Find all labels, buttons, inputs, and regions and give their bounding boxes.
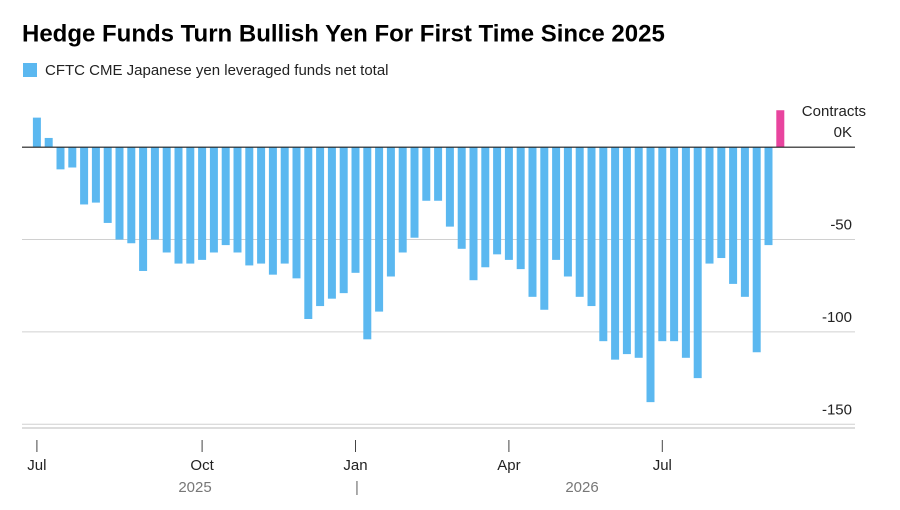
bar [516,147,525,270]
bar [410,147,419,238]
bar [658,147,667,342]
bar [504,147,513,260]
bar [257,147,266,264]
x-tick-label: Oct [190,457,214,474]
bar [32,117,41,148]
bar [705,147,714,264]
bar [540,147,549,310]
legend-swatch [23,63,37,77]
bar [563,147,572,277]
bar [304,147,313,319]
bar [776,110,785,148]
bar [316,147,325,307]
x-tick-label: Jul [653,457,672,474]
bar [398,147,407,253]
bar [469,147,478,281]
bar [693,147,702,379]
bar [174,147,183,264]
bar [445,147,454,227]
bar [599,147,608,342]
bar [386,147,395,277]
y-tick-label: -100 [822,309,852,326]
bar [221,147,230,246]
bar [764,147,773,246]
x-tick-label: Jan [343,457,367,474]
bar [717,147,726,259]
bar [91,147,100,203]
bar [292,147,301,279]
bar [127,147,136,244]
chart-title: Hedge Funds Turn Bullish Yen For First T… [22,20,665,47]
bar [611,147,620,360]
bar [493,147,502,255]
bar [552,147,561,260]
y-tick-label: -150 [822,401,852,418]
bar [646,147,655,403]
x-tick-label: Apr [497,457,520,474]
bar [752,147,761,353]
bar [150,147,159,240]
x-group-label: 2026 [565,479,598,496]
x-group-label: | [355,479,359,496]
bar [245,147,254,266]
x-group-label: 2025 [178,479,211,496]
bar [268,147,277,275]
bar [233,147,242,253]
bar [670,147,679,342]
legend-label: CFTC CME Japanese yen leveraged funds ne… [45,62,389,79]
bar [115,147,124,240]
bar [729,147,738,284]
bar [68,147,77,168]
bar [434,147,443,201]
bar [80,147,89,205]
bar [363,147,372,340]
bar [481,147,490,268]
bar [56,147,65,170]
bar [327,147,336,299]
bar [103,147,112,223]
bar [740,147,749,297]
y-tick-label: 0K [834,124,852,141]
bar [209,147,218,253]
x-tick-label: Jul [27,457,46,474]
bar [587,147,596,307]
bar [162,147,171,253]
bar [44,137,53,148]
bar [422,147,431,201]
bar [339,147,348,294]
bar [375,147,384,312]
y-axis-label: Contracts [802,103,866,120]
bar [681,147,690,358]
bar [139,147,148,271]
bar [575,147,584,297]
bar [198,147,207,260]
bar [634,147,643,358]
bar [622,147,631,355]
bar [457,147,466,249]
bar [528,147,537,297]
bar [351,147,360,273]
bar [186,147,195,264]
bar [280,147,289,264]
y-tick-label: -50 [830,217,852,234]
